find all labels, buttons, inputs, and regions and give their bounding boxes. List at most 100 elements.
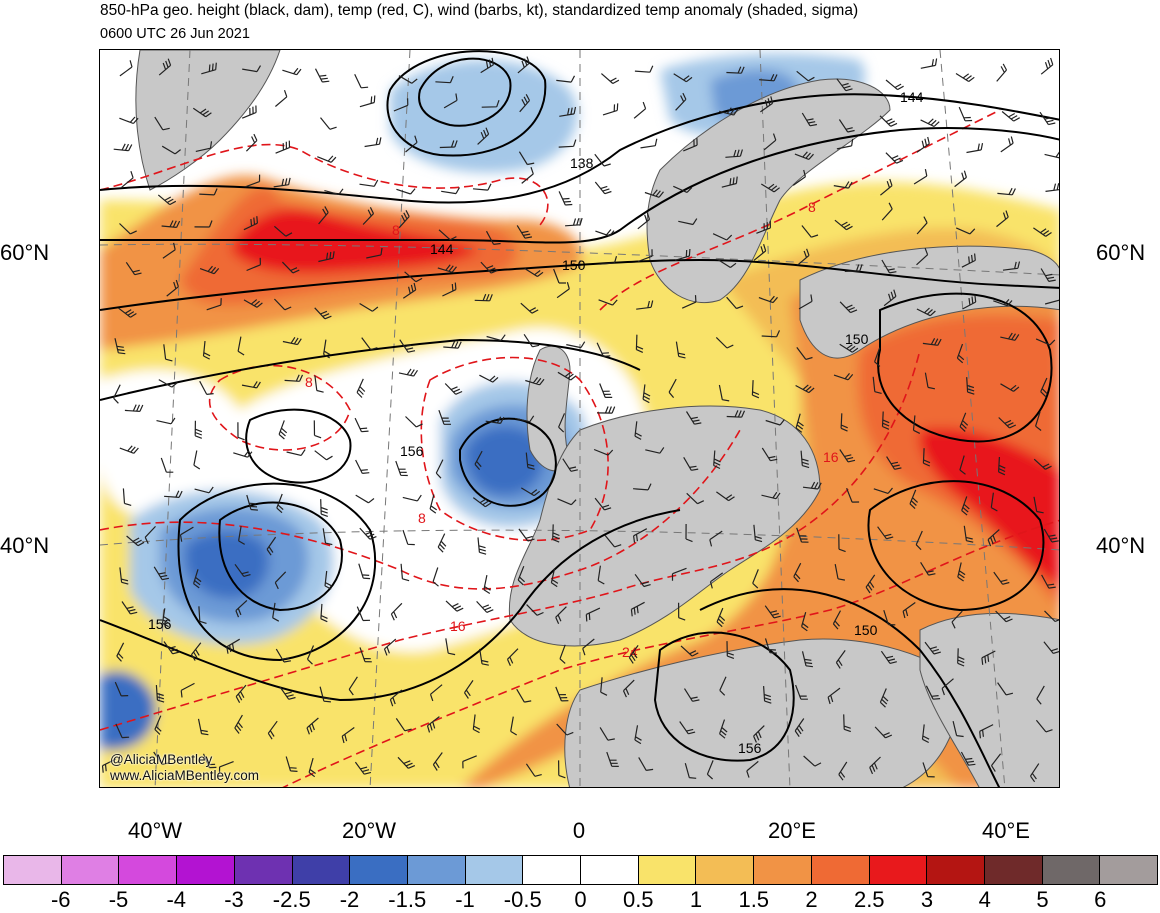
wind-barb [237, 336, 245, 356]
height-contour [177, 482, 377, 662]
wind-barb [959, 455, 966, 475]
wind-barb [474, 450, 483, 470]
wind-barb [916, 307, 936, 317]
graticule [100, 50, 1059, 787]
wind-barb [634, 421, 642, 440]
wind-barb [684, 763, 697, 779]
wind-barb [119, 116, 139, 125]
wind-barb [197, 718, 209, 736]
wind-barb [278, 420, 288, 440]
lon-label-20w: 20°W [341, 818, 397, 843]
colorbar-label: -2.5 [272, 887, 311, 912]
wind-barb [389, 689, 403, 707]
wind-barb [706, 760, 714, 780]
lat-label-60n-right: 60°N [1096, 240, 1146, 265]
wind-barb [1002, 261, 1021, 271]
wind-barb [922, 448, 931, 467]
wind-barb [180, 682, 195, 698]
wind-barb [393, 98, 409, 112]
wind-barb [314, 68, 330, 83]
wind-barb [685, 523, 693, 543]
wind-barb [839, 343, 859, 353]
land-mask [135, 50, 1059, 787]
lon-label-20e: 20°E [768, 818, 816, 843]
colorbar-swatch [523, 856, 582, 884]
wind-barb [596, 342, 611, 357]
wind-barb [161, 220, 181, 228]
colorbar-swatch [4, 856, 62, 884]
wind-barb [275, 140, 291, 154]
wind-barb [719, 676, 727, 696]
wind-barb [1040, 57, 1054, 75]
wind-barb [273, 298, 292, 311]
graticule-line [154, 50, 191, 787]
wind-barb [598, 299, 618, 306]
wind-barb [987, 529, 1000, 547]
wind-barb [435, 459, 444, 479]
wind-barb [1000, 136, 1014, 153]
wind-barb [556, 723, 574, 736]
wind-barb [238, 526, 245, 545]
wind-barb [273, 177, 291, 188]
wind-barb [162, 242, 176, 259]
wind-barb [121, 171, 134, 188]
wind-barb [801, 612, 809, 632]
wind-barb [439, 140, 458, 149]
wind-barb [1033, 227, 1052, 237]
wind-barb [479, 648, 489, 666]
height-label: 138 [570, 155, 594, 171]
wind-barb [558, 760, 566, 779]
temp-label: 8 [305, 374, 313, 390]
wind-barb [308, 757, 316, 778]
wind-barb [959, 412, 969, 432]
wind-barb [881, 202, 893, 221]
wind-barb [759, 73, 778, 82]
wind-barb [233, 450, 253, 458]
wind-barb [276, 493, 284, 514]
wind-barb [320, 603, 328, 623]
height-label: 144 [430, 241, 454, 257]
wind-barb [880, 178, 893, 196]
credit-website: www.AliciaMBentley.com [110, 768, 260, 783]
wind-barb [678, 602, 686, 621]
lon-label-40e: 40°E [982, 818, 1030, 843]
wind-barb [683, 138, 698, 152]
wind-barb [957, 648, 965, 667]
wind-barb [556, 75, 576, 83]
wind-barb [555, 606, 567, 624]
wind-barb [565, 217, 583, 227]
wind-barb [359, 302, 379, 312]
valid-time: 0600 UTC 26 Jun 2021 [100, 26, 250, 42]
wind-barb [195, 141, 213, 152]
wind-barb [1043, 528, 1059, 543]
wind-barbs [101, 56, 1059, 783]
wind-barb [683, 688, 700, 702]
wind-barb [753, 244, 767, 261]
wind-barb [800, 450, 810, 469]
wind-barb [637, 249, 653, 263]
wind-barb [464, 680, 474, 699]
wind-barb [881, 259, 897, 274]
wind-barb [319, 686, 331, 703]
wind-barb [760, 96, 774, 113]
wind-barb [199, 380, 214, 395]
wind-barb [681, 295, 697, 309]
wind-barb [314, 375, 324, 393]
wind-barb [359, 95, 376, 108]
colorbar-label: 0 [574, 887, 587, 912]
colorbar-label: -4 [166, 887, 187, 912]
wind-barb [873, 487, 893, 494]
wind-barb [958, 106, 973, 122]
wind-barb [443, 341, 462, 349]
wind-barb [437, 533, 447, 553]
scandinavia-landmass [646, 78, 891, 304]
wind-barb [472, 497, 492, 508]
wind-barb [243, 299, 263, 308]
wind-barb [956, 343, 965, 364]
wind-barb [622, 679, 635, 698]
wind-barb [396, 188, 416, 195]
wind-barb [395, 460, 408, 477]
wind-barb [909, 489, 919, 510]
wind-barb [485, 416, 505, 424]
height-label: 156 [738, 740, 762, 756]
